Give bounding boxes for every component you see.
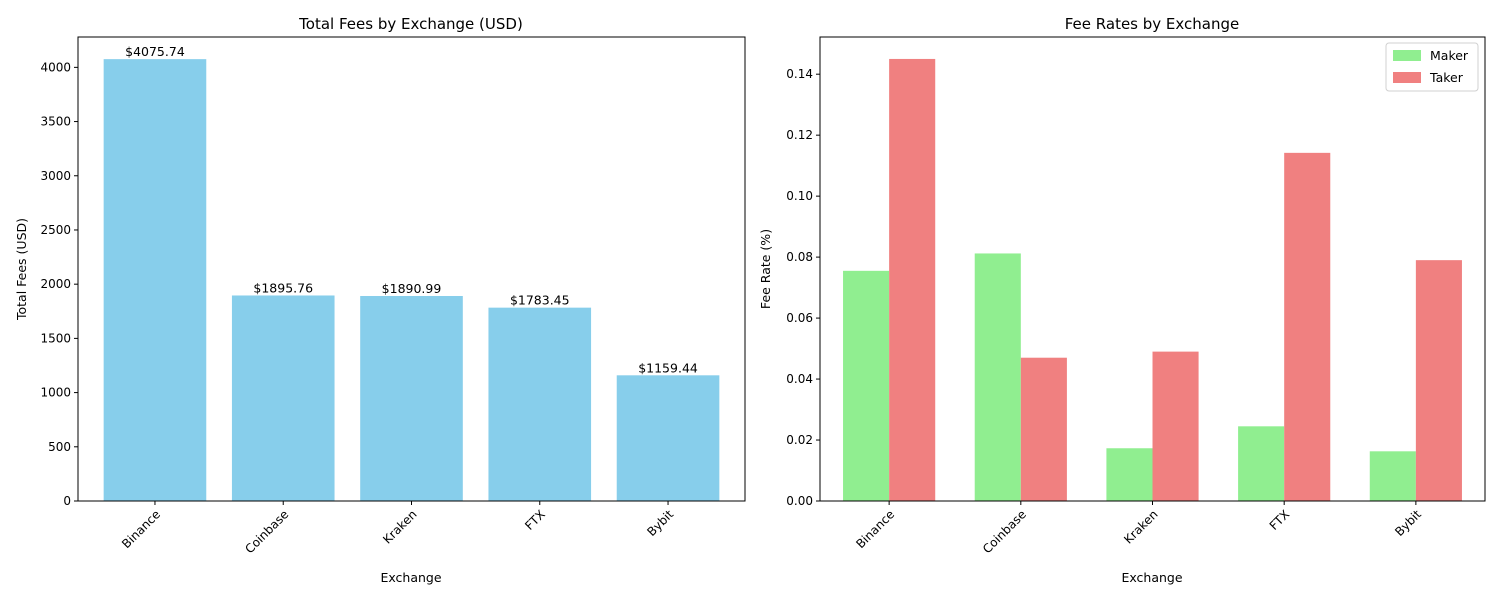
y-tick-label-0-14: 0.14 <box>786 67 813 81</box>
bar-maker-bybit <box>1369 451 1416 501</box>
y-tick-label-4000: 4000 <box>40 60 71 74</box>
x-tick-label-bybit: Bybit <box>644 507 676 539</box>
chart1-data-labels: $4075.74 $1895.76 $1890.99 $1783.45 $1159.44 <box>125 44 698 375</box>
chart1-frame <box>77 36 746 502</box>
y-tick-label-2000: 2000 <box>40 277 71 291</box>
y-tick-label-0-10: 0.10 <box>786 189 813 203</box>
data-label-binance: $4075.74 <box>125 44 185 59</box>
data-label-coinbase: $1895.76 <box>253 280 313 295</box>
bar-ftx <box>488 307 592 501</box>
chart1-title: Total Fees by Exchange (USD) <box>298 15 523 33</box>
x-tick-label-bybit: Bybit <box>1392 507 1424 539</box>
x-tick-label-ftx: FTX <box>522 507 548 533</box>
bar-taker-ftx <box>1284 152 1331 501</box>
legend-swatch-maker <box>1393 50 1421 61</box>
bar-maker-ftx <box>1238 426 1285 501</box>
chart1-y-axis: 0 500 1000 1500 2000 2500 3000 3500 4000 <box>40 60 78 508</box>
x-tick-label-binance: Binance <box>119 507 163 551</box>
y-tick-label-0-02: 0.02 <box>786 433 813 447</box>
bar-bybit <box>616 375 720 501</box>
y-tick-label-0-12: 0.12 <box>786 128 813 142</box>
chart1-ylabel: Total Fees (USD) <box>14 218 29 321</box>
legend-label-maker: Maker <box>1430 48 1469 63</box>
chart2-frame <box>819 36 1486 502</box>
y-tick-label-3000: 3000 <box>40 169 71 183</box>
x-tick-label-coinbase: Coinbase <box>242 507 291 556</box>
x-tick-label-ftx: FTX <box>1267 507 1293 533</box>
legend-label-taker: Taker <box>1429 70 1464 85</box>
bar-maker-coinbase <box>974 253 1021 501</box>
bar-taker-coinbase <box>1020 357 1067 501</box>
y-tick-label-1500: 1500 <box>40 331 71 345</box>
data-label-kraken: $1890.99 <box>382 281 442 296</box>
data-label-bybit: $1159.44 <box>638 360 698 375</box>
bar-taker-bybit <box>1415 260 1462 501</box>
y-tick-label-0-00: 0.00 <box>786 494 813 508</box>
legend-swatch-taker <box>1393 72 1421 83</box>
x-tick-label-kraken: Kraken <box>1121 507 1160 546</box>
total-fees-chart: Total Fees by Exchange (USD) $4075.74 $18… <box>14 15 746 585</box>
chart2-xlabel: Exchange <box>1121 570 1182 585</box>
fee-rates-chart: Fee Rates by Exchange 0.000.020.040.060.… <box>758 15 1486 585</box>
chart2-bars <box>843 58 1462 501</box>
bar-maker-kraken <box>1106 448 1153 501</box>
chart1-bars <box>103 59 720 501</box>
y-tick-label-2500: 2500 <box>40 223 71 237</box>
bar-taker-kraken <box>1152 351 1199 501</box>
y-tick-label-0-04: 0.04 <box>786 372 813 386</box>
bar-binance <box>103 59 207 501</box>
x-tick-label-coinbase: Coinbase <box>980 507 1029 556</box>
y-tick-label-1000: 1000 <box>40 386 71 400</box>
x-tick-label-kraken: Kraken <box>380 507 419 546</box>
bar-taker-binance <box>889 58 936 501</box>
y-tick-label-0: 0 <box>63 494 71 508</box>
chart2-ylabel: Fee Rate (%) <box>758 229 773 309</box>
y-tick-label-0-08: 0.08 <box>786 250 813 264</box>
data-label-ftx: $1783.45 <box>510 293 570 308</box>
chart2-y-axis: 0.00 0.02 0.04 0.06 0.08 0.10 0.12 0.14 <box>786 67 820 508</box>
y-tick-label-3500: 3500 <box>40 115 71 129</box>
chart2-legend: Maker Taker <box>1385 42 1479 92</box>
y-tick-label-0-06: 0.06 <box>786 311 813 325</box>
bar-coinbase <box>231 295 335 501</box>
chart2-x-axis: Binance Coinbase Kraken FTX Bybit <box>853 501 1424 556</box>
chart1-xlabel: Exchange <box>380 570 441 585</box>
chart2-title: Fee Rates by Exchange <box>1065 15 1239 33</box>
x-tick-label-binance: Binance <box>853 507 897 551</box>
bar-kraken <box>360 295 463 501</box>
chart1-x-axis: Binance Coinbase Kraken FTX Bybit <box>119 501 676 556</box>
bar-maker-binance <box>843 270 890 501</box>
y-tick-label-500: 500 <box>48 440 71 454</box>
